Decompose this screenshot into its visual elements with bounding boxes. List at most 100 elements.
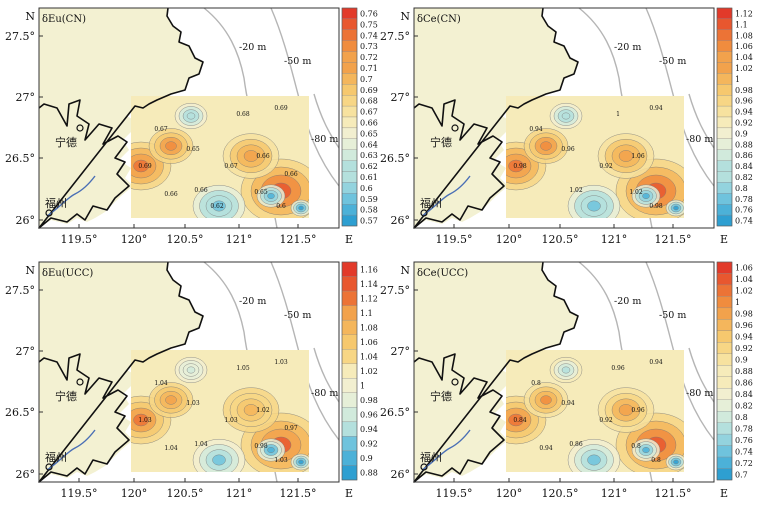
- contour-blob: [256, 438, 286, 462]
- river: [46, 175, 96, 217]
- lon-tick-label: 121.5°: [655, 233, 692, 246]
- legend-swatch: [716, 29, 733, 41]
- legend-swatch: [341, 349, 358, 364]
- legend-swatch: [341, 182, 358, 194]
- lon-tick-label: 119.5°: [436, 487, 473, 500]
- contour-label: 0.94: [649, 105, 663, 112]
- legend-swatch: [716, 18, 733, 30]
- lon-tick-label: 121.5°: [655, 487, 692, 500]
- lon-tick-label: 120.5°: [542, 487, 579, 500]
- contour-label: 0.66: [164, 191, 178, 198]
- legend-swatch: [341, 305, 358, 321]
- lat-tick-label: 27°: [16, 345, 36, 358]
- contour-ring: [642, 192, 650, 199]
- city-fuzhou-marker: [45, 209, 53, 217]
- legend-swatch: [716, 116, 733, 129]
- contour-ring: [561, 112, 571, 120]
- depth-label-50: -50 m: [284, 56, 311, 67]
- contour-label: 1.03: [274, 359, 288, 366]
- contour-blob: [549, 102, 583, 129]
- contour-label: 1.03: [274, 457, 288, 464]
- contour-label: 1.03: [138, 417, 152, 424]
- legend-value: 1.02: [735, 64, 753, 73]
- contour-ring: [133, 413, 149, 427]
- legend-value: 0.66: [360, 118, 378, 127]
- depth-label-80: -80 m: [686, 388, 713, 399]
- contour-ring: [298, 459, 304, 465]
- lat-tick-label: 26.5°: [5, 152, 35, 165]
- legend-value: 0.65: [360, 129, 378, 138]
- legend-swatch: [341, 18, 358, 30]
- contour-label: 0.65: [186, 146, 200, 153]
- lat-tick-label: 27°: [391, 345, 411, 358]
- legend-swatch: [716, 388, 733, 400]
- lat-tick-label: 27.5°: [380, 284, 410, 297]
- legend-swatch: [341, 149, 358, 161]
- legend-swatch: [716, 376, 733, 389]
- legend-value: 0.63: [360, 151, 378, 160]
- legend-value: 0.78: [735, 424, 753, 433]
- legend-value: 0.98: [735, 310, 753, 319]
- contour-field: [131, 350, 309, 472]
- city-label-ningde: 宁德: [430, 389, 452, 403]
- contour-label: 0.94: [539, 445, 553, 452]
- contour-ring: [673, 205, 679, 211]
- legend-value: 1.08: [360, 323, 378, 332]
- contour-label: 1.02: [629, 189, 643, 196]
- legend-value: 0.62: [360, 162, 378, 171]
- depth-label-50: -50 m: [659, 56, 686, 67]
- lat-tick-label: 26°: [16, 214, 36, 227]
- contour-blob: [631, 438, 661, 462]
- lon-tick-label: 121.5°: [280, 233, 317, 246]
- contour-ring: [267, 192, 275, 199]
- contour-label: 0.84: [513, 417, 527, 424]
- lon-tick-label: 119.5°: [436, 233, 473, 246]
- east-label: E: [720, 233, 728, 246]
- legend-value: 0.64: [360, 140, 378, 149]
- legend-value: 0.96: [735, 321, 753, 330]
- legend-value: 0.98: [735, 86, 753, 95]
- legend-swatch: [716, 214, 733, 227]
- contour-blob: [148, 382, 194, 418]
- legend-value: 0.57: [360, 217, 378, 226]
- legend-swatch: [716, 411, 733, 423]
- legend-value: 0.82: [735, 401, 753, 410]
- legend-value: 0.78: [735, 195, 753, 204]
- legend-value: 1.04: [360, 352, 378, 361]
- legend-value: 0.7: [360, 75, 373, 84]
- legend-value: 0.94: [735, 108, 753, 117]
- contour-label: 0.96: [561, 146, 575, 153]
- contour-label: 0.8: [651, 457, 661, 464]
- legend-swatch: [716, 127, 733, 139]
- lon-tick-label: 119.5°: [61, 487, 98, 500]
- coastline: [38, 261, 204, 483]
- legend-value: 0.9: [735, 129, 748, 138]
- legend-swatch: [716, 204, 733, 216]
- map-frame: [413, 7, 715, 229]
- legend-swatch: [341, 73, 358, 85]
- legend-value: 1.1: [360, 309, 373, 318]
- contour-ring: [508, 159, 524, 173]
- depth-label-80: -80 m: [686, 134, 713, 145]
- legend-value: 1.12: [360, 294, 378, 303]
- contour-ring: [186, 366, 196, 374]
- depth-label-80: -80 m: [311, 388, 338, 399]
- depth-label-20: -20 m: [239, 42, 266, 53]
- legend-swatch: [716, 149, 733, 161]
- contour-ring: [165, 141, 177, 151]
- contour-blob: [665, 199, 684, 217]
- contour-label: 0.96: [631, 407, 645, 414]
- legend-value: 0.9: [735, 356, 748, 365]
- contour-label: 0.8: [531, 380, 541, 387]
- legend-swatch: [341, 51, 358, 63]
- legend-value: 0.96: [360, 411, 378, 420]
- legend-value: 0.7: [735, 470, 748, 479]
- legend-swatch: [341, 276, 358, 292]
- legend-swatch: [341, 363, 358, 379]
- legend-value: 1.04: [735, 53, 753, 62]
- city-fuzhou-marker: [420, 463, 428, 471]
- legend-swatch: [341, 378, 358, 393]
- legend-value: 0.72: [360, 53, 378, 62]
- contour-label: 1.03: [186, 400, 200, 407]
- contour-ring: [165, 395, 177, 405]
